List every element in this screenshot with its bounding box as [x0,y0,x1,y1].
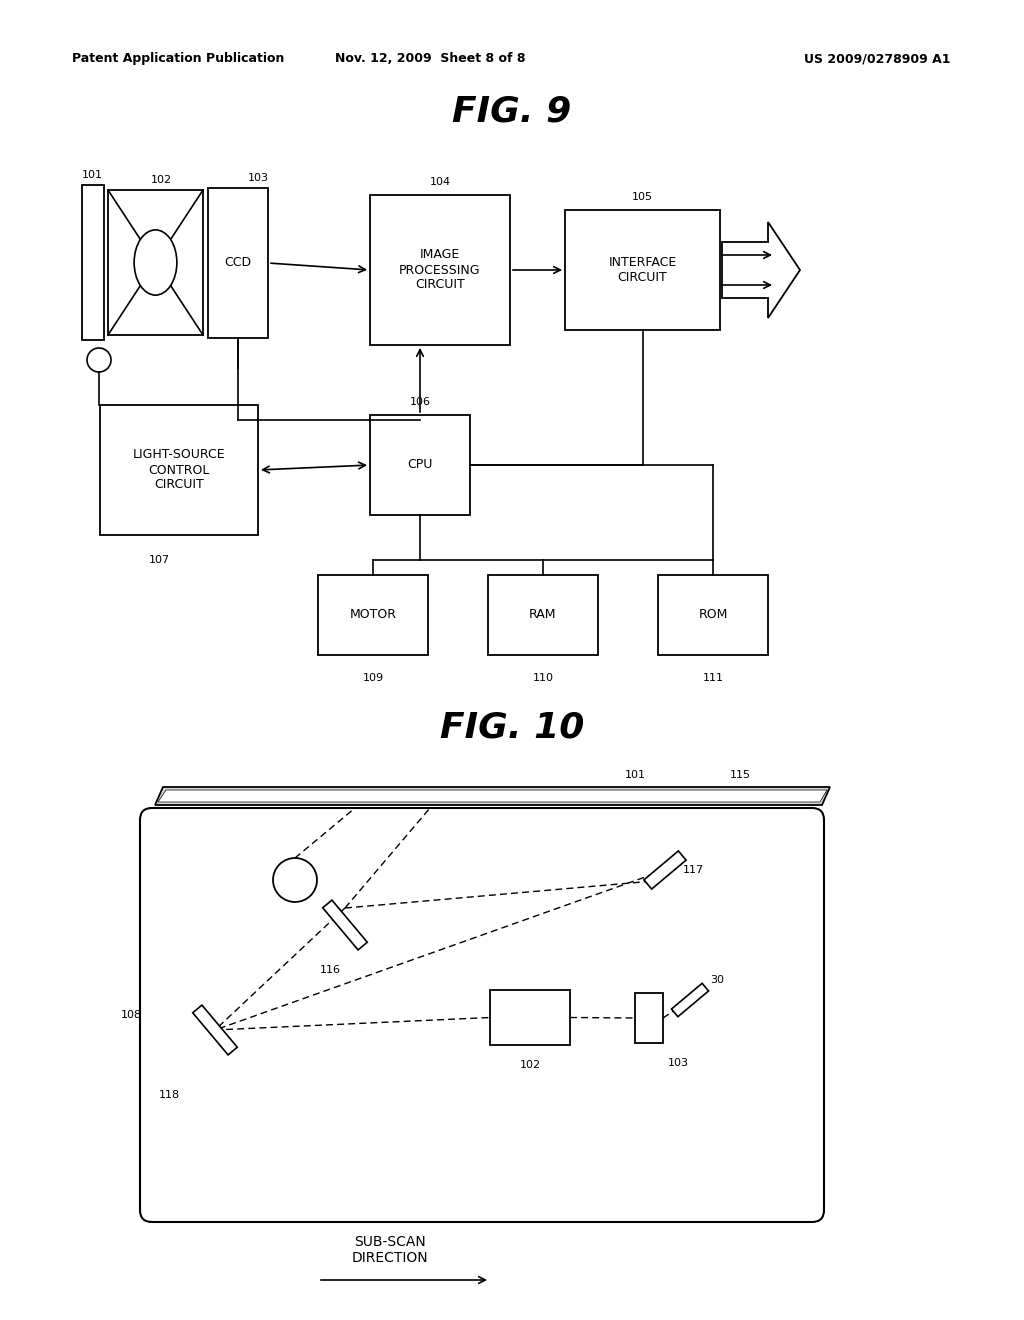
Polygon shape [722,222,800,318]
Text: 106: 106 [410,397,430,407]
Text: MOTOR: MOTOR [349,609,396,622]
Bar [108,190,203,335]
Text: Patent Application Publication: Patent Application Publication [72,51,285,65]
Text: FIG. 10: FIG. 10 [440,710,584,744]
Text: 103: 103 [668,1059,689,1068]
Bar [82,185,104,341]
Text: 105: 105 [632,191,653,202]
Text: 116: 116 [319,965,341,975]
Text: 117: 117 [683,865,705,875]
Text: 101: 101 [82,170,103,180]
Text: LIGHT-SOURCE
CONTROL
CIRCUIT: LIGHT-SOURCE CONTROL CIRCUIT [133,449,225,491]
Bar [565,210,720,330]
Bar [100,405,258,535]
Text: IMAGE
PROCESSING
CIRCUIT: IMAGE PROCESSING CIRCUIT [399,248,480,292]
Text: 109: 109 [362,673,384,682]
Text: 110: 110 [532,673,554,682]
Bar [488,576,598,655]
Text: CCD: CCD [224,256,252,269]
Text: 30: 30 [710,975,724,985]
Text: 102: 102 [519,1060,541,1071]
Bar [635,993,663,1043]
Bar [318,576,428,655]
Text: 101: 101 [625,770,646,780]
Polygon shape [155,787,830,805]
Text: US 2009/0278909 A1: US 2009/0278909 A1 [804,51,950,65]
Text: INTERFACE
CIRCUIT: INTERFACE CIRCUIT [608,256,677,284]
Text: ROM: ROM [698,609,728,622]
Text: 118: 118 [159,1090,180,1100]
Bar [490,990,570,1045]
Polygon shape [158,789,827,803]
Text: 104: 104 [429,177,451,187]
Text: CPU: CPU [408,458,433,471]
Text: 108: 108 [121,1010,142,1020]
Text: 107: 107 [148,554,170,565]
Text: FIG. 9: FIG. 9 [453,95,571,129]
Text: 103: 103 [248,173,269,183]
Ellipse shape [134,230,177,296]
Polygon shape [323,900,368,950]
Text: 111: 111 [702,673,724,682]
Bar [208,187,268,338]
Text: Nov. 12, 2009  Sheet 8 of 8: Nov. 12, 2009 Sheet 8 of 8 [335,51,525,65]
Bar [658,576,768,655]
Polygon shape [672,983,709,1016]
Text: SUB-SCAN
DIRECTION: SUB-SCAN DIRECTION [351,1236,428,1265]
Text: 115: 115 [730,770,751,780]
Text: 102: 102 [151,176,172,185]
Bar [370,414,470,515]
Polygon shape [193,1005,238,1055]
Polygon shape [644,851,686,890]
Bar [370,195,510,345]
FancyBboxPatch shape [140,808,824,1222]
Text: RAM: RAM [529,609,557,622]
